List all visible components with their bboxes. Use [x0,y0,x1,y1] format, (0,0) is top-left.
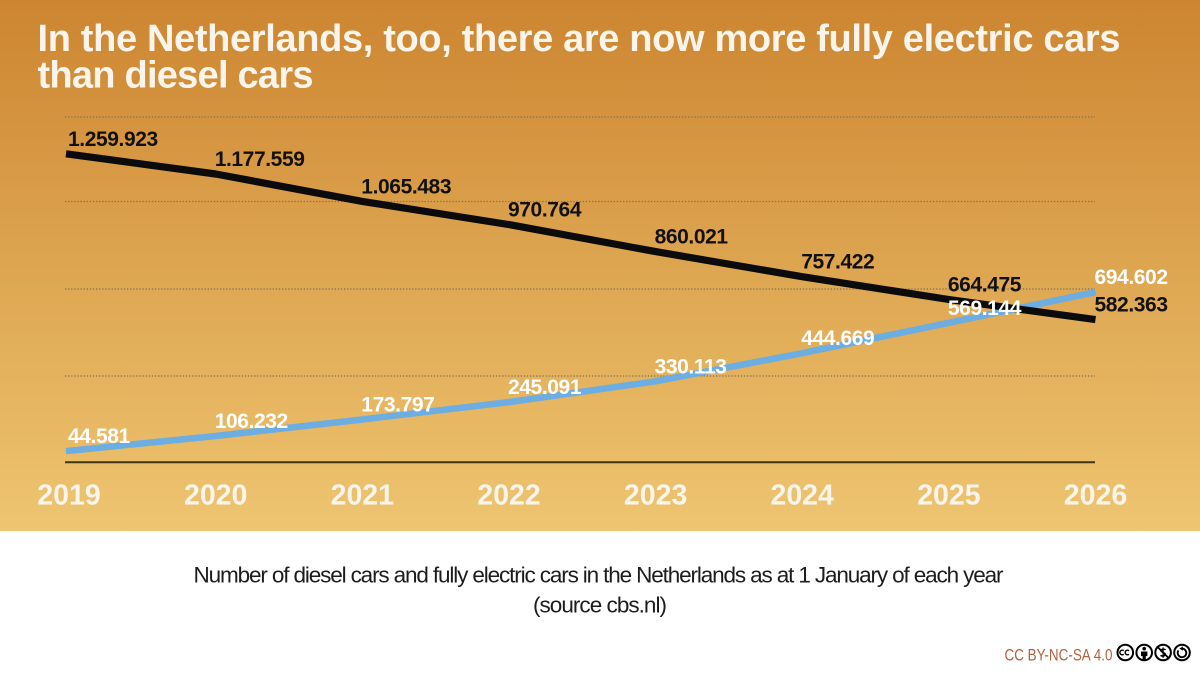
svg-text:1.065.483: 1.065.483 [361,175,451,198]
svg-text:444.669: 444.669 [801,327,874,350]
svg-text:2023: 2023 [624,480,687,512]
svg-text:173.797: 173.797 [361,394,434,417]
svg-text:2024: 2024 [770,480,834,512]
svg-text:582.363: 582.363 [1095,294,1168,317]
svg-text:In the Netherlands, too, there: In the Netherlands, too, there are now m… [38,18,1121,60]
svg-text:Number of diesel cars and full: Number of diesel cars and fully electric… [194,563,1005,588]
svg-text:1.259.923: 1.259.923 [68,128,158,151]
svg-text:860.021: 860.021 [655,226,729,249]
svg-text:44.581: 44.581 [68,425,131,448]
svg-text:2022: 2022 [477,480,540,512]
svg-text:2019: 2019 [37,480,100,512]
svg-text:2025: 2025 [917,480,981,512]
svg-text:(source cbs.nl): (source cbs.nl) [533,593,667,618]
svg-text:CC BY-NC-SA 4.0: CC BY-NC-SA 4.0 [1005,647,1113,665]
svg-text:1.177.559: 1.177.559 [215,148,305,171]
svg-text:664.475: 664.475 [948,274,1022,297]
svg-text:2020: 2020 [184,480,247,512]
svg-text:569.144: 569.144 [948,297,1022,320]
svg-text:106.232: 106.232 [215,410,288,433]
svg-text:2026: 2026 [1064,480,1127,512]
svg-text:2021: 2021 [331,480,395,512]
svg-text:757.422: 757.422 [801,251,874,274]
svg-text:330.113: 330.113 [655,355,727,378]
svg-text:than diesel cars: than diesel cars [38,55,314,97]
svg-text:970.764: 970.764 [508,199,582,222]
svg-text:694.602: 694.602 [1095,266,1168,289]
svg-text:245.091: 245.091 [508,376,582,399]
